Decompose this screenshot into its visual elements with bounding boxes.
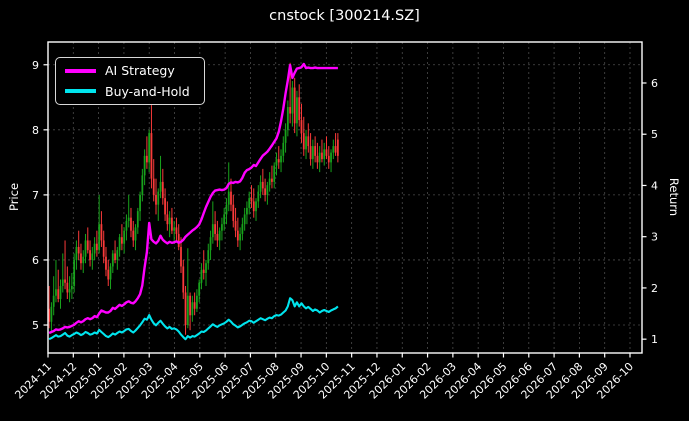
buy-and-hold-line [48, 297, 339, 341]
return-tick-label: 2 [651, 282, 658, 295]
return-tick-label: 6 [651, 77, 658, 90]
legend: AI Strategy Buy-and-Hold [55, 57, 205, 105]
plot-border [47, 41, 643, 354]
legend-item-ai-strategy: AI Strategy [56, 63, 204, 78]
ai-strategy-line [48, 62, 338, 335]
buy-and-hold-swatch-icon [65, 89, 96, 93]
return-tick-label: 3 [651, 231, 658, 244]
price-tick-label: 6 [32, 254, 39, 267]
return-tick-label: 5 [651, 128, 658, 141]
candlestick-layer [48, 62, 339, 335]
legend-label-buy-and-hold: Buy-and-Hold [105, 83, 190, 99]
price-tick-label: 7 [32, 189, 39, 202]
legend-label-ai-strategy: AI Strategy [105, 63, 175, 79]
tick-marks [43, 64, 647, 358]
return-tick-label: 1 [651, 333, 658, 346]
price-tick-label: 9 [32, 59, 39, 72]
price-tick-label: 8 [32, 124, 39, 137]
legend-item-buy-and-hold: Buy-and-Hold [56, 84, 204, 99]
tick-labels: 2024-112024-122025-012025-022025-032025-… [12, 59, 658, 402]
chart-title: cnstock [300214.SZ] [269, 8, 420, 24]
return-tick-label: 4 [651, 179, 658, 192]
ai-strategy-swatch-icon [65, 69, 96, 73]
price-tick-label: 5 [32, 319, 39, 332]
